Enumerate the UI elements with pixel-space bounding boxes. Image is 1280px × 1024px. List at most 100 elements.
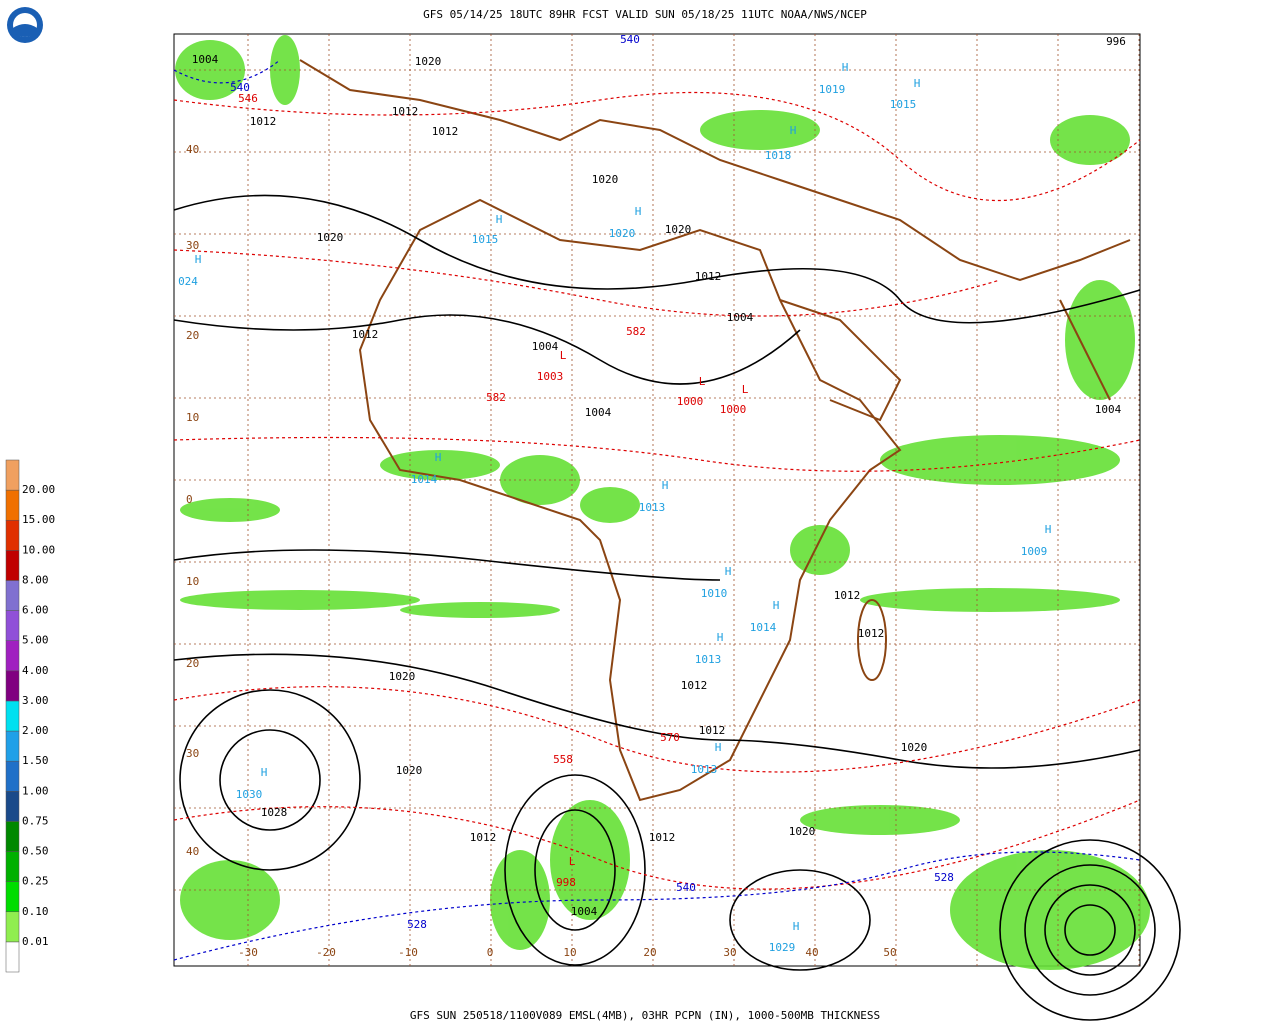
- legend-swatch: [5, 670, 20, 702]
- pressure-center: L: [569, 855, 576, 868]
- contour-label: 1020: [317, 231, 344, 244]
- contour-label: 1012: [649, 831, 676, 844]
- legend-swatch: [5, 610, 20, 641]
- pressure-center: H: [435, 451, 442, 464]
- contour-label: 1029: [769, 941, 796, 954]
- contour-label: 540: [230, 81, 250, 94]
- pressure-center: L: [560, 349, 567, 362]
- contour-label: 1018: [765, 149, 792, 162]
- legend-swatch: [5, 941, 20, 973]
- contour-label: 1012: [352, 328, 379, 341]
- legend-swatch: [5, 580, 20, 611]
- contour-label: 024: [178, 275, 198, 288]
- legend-swatch: [5, 760, 20, 792]
- contour-label: 1014: [411, 473, 438, 486]
- pressure-center: H: [496, 213, 503, 226]
- legend-swatch: [5, 821, 20, 852]
- lat-lon-grid: [174, 34, 1140, 966]
- contour-label: 558: [553, 753, 573, 766]
- legend-swatch: [5, 911, 20, 943]
- contour-label: 1030: [236, 788, 263, 801]
- contour-label: 582: [626, 325, 646, 338]
- contour-label: 1012: [392, 105, 419, 118]
- contour-label: 1012: [470, 831, 497, 844]
- legend-label: 5.00: [22, 634, 49, 647]
- contour-label: 1028: [261, 806, 288, 819]
- pressure-center: H: [725, 565, 732, 578]
- lon-label: 10: [563, 946, 576, 959]
- contour-label: 1004: [1095, 403, 1122, 416]
- contour-label: 1013: [639, 501, 666, 514]
- lon-label: 50: [883, 946, 896, 959]
- contour-label: 1014: [750, 621, 777, 634]
- noaa-logo-bird: [13, 24, 37, 37]
- isobars: [173, 194, 1181, 1021]
- legend-label: 4.00: [22, 664, 49, 677]
- lat-label: 0: [186, 493, 193, 506]
- pressure-center: H: [662, 479, 669, 492]
- contour-label: 1020: [389, 670, 416, 683]
- contour-label: 1012: [432, 125, 459, 138]
- contour-label: 546: [238, 92, 258, 105]
- legend-swatch: [5, 700, 20, 732]
- contour-label: 1020: [609, 227, 636, 240]
- pressure-center: H: [790, 124, 797, 137]
- contour-label: 1012: [695, 270, 722, 283]
- pressure-center: H: [635, 205, 642, 218]
- contour-label: 1009: [1021, 545, 1048, 558]
- contour-label: 1004: [571, 905, 598, 918]
- legend-swatch: [5, 881, 20, 913]
- contour-label: 1012: [858, 627, 885, 640]
- contour-label: 528: [934, 871, 954, 884]
- pressure-center: H: [715, 741, 722, 754]
- contour-label: 1020: [901, 741, 928, 754]
- pressure-center: H: [195, 253, 202, 266]
- legend-swatch: [5, 640, 20, 672]
- contour-label: 1020: [415, 55, 442, 68]
- pressure-center: L: [742, 383, 749, 396]
- legend-swatch: [5, 851, 20, 882]
- lon-label: 0: [487, 946, 494, 959]
- map-labels: 1020100410121012101210201020102010121004…: [178, 33, 1126, 954]
- legend-label: 0.01: [22, 935, 49, 948]
- contour-label: 1020: [396, 764, 423, 777]
- lon-label: -10: [398, 946, 418, 959]
- contour-label: 996: [1106, 35, 1126, 48]
- pressure-center: H: [1045, 523, 1052, 536]
- contour-label: 1012: [250, 115, 277, 128]
- lat-label: 20: [186, 657, 199, 670]
- lon-label: -20: [316, 946, 336, 959]
- contour-label: 998: [556, 876, 576, 889]
- legend-label: 0.75: [22, 814, 49, 827]
- pressure-center: H: [914, 77, 921, 90]
- legend-swatch: [5, 730, 20, 762]
- legend-label: 1.50: [22, 754, 49, 767]
- lat-label: 10: [186, 575, 199, 588]
- contour-label: 540: [676, 881, 696, 894]
- pressure-center: H: [261, 766, 268, 779]
- contour-label: 540: [620, 33, 640, 46]
- contour-label: 1012: [681, 679, 708, 692]
- pressure-center: H: [842, 61, 849, 74]
- lon-label: 40: [805, 946, 818, 959]
- lon-label: 20: [643, 946, 656, 959]
- contour-label: 1004: [532, 340, 559, 353]
- contour-label: 1015: [890, 98, 917, 111]
- legend-swatch: [5, 550, 20, 581]
- footer-caption: GFS SUN 250518/1100V089 EMSL(4MB), 03HR …: [410, 1009, 880, 1022]
- legend-label: 0.50: [22, 845, 49, 858]
- contour-label: 1012: [834, 589, 861, 602]
- contour-label: 1010: [701, 587, 728, 600]
- lat-label: 30: [186, 747, 199, 760]
- contour-label: 1013: [695, 653, 722, 666]
- map-title: GFS 05/14/25 18UTC 89HR FCST VALID SUN 0…: [423, 8, 867, 21]
- pressure-center: L: [699, 375, 706, 388]
- legend-label: 0.10: [22, 905, 49, 918]
- map-frame: [173, 33, 1141, 967]
- precip-legend: 0.01 0.10 0.25 0.50 0.75 1.00 1.50 2.00 3.00 4.00…: [5, 459, 55, 973]
- legend-label: 3.00: [22, 694, 49, 707]
- contour-label: 582: [486, 391, 506, 404]
- contour-label: 1000: [677, 395, 704, 408]
